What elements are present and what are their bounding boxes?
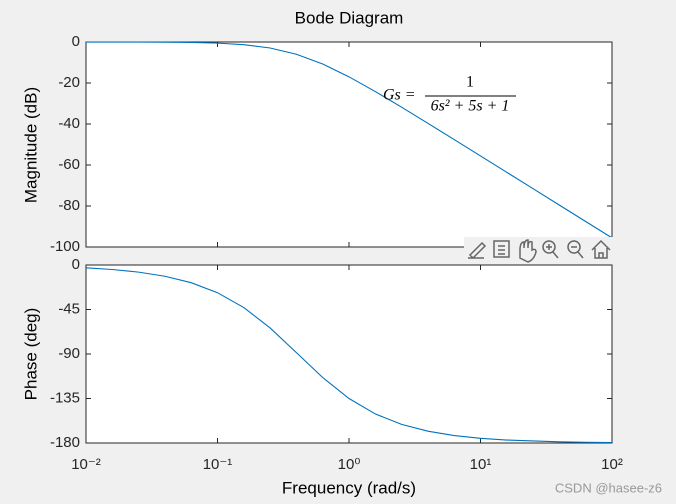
axes-toolbar <box>464 237 614 263</box>
chart-title: Bode Diagram <box>295 8 404 27</box>
y-tick-label: -135 <box>50 389 80 406</box>
x-tick-label: 10² <box>601 456 623 473</box>
y-tick-label: 0 <box>72 33 80 50</box>
data-line <box>85 267 613 444</box>
formula-numerator: 1 <box>466 74 474 91</box>
y-tick-label: -60 <box>58 156 80 173</box>
icon-pan[interactable] <box>519 239 537 263</box>
formula-denominator: 6s² + 5s + 1 <box>431 98 510 115</box>
icon-brush[interactable] <box>468 241 487 260</box>
annotation: Gs = 1 6s² + 5s + 1 <box>383 74 516 115</box>
data-line <box>86 41 613 239</box>
icon-lines <box>498 245 505 255</box>
y-tick-label: -45 <box>58 300 80 317</box>
y-axis-label: Magnitude (dB) <box>21 87 40 203</box>
icon-home[interactable] <box>591 239 611 259</box>
x-tick-label: 10⁻¹ <box>203 456 233 473</box>
y-tick-label: -80 <box>58 197 80 214</box>
x-axis-label: Frequency (rad/s) <box>282 478 416 497</box>
y-tick-label: -90 <box>58 345 80 362</box>
icon-zoom-out[interactable] <box>567 240 581 254</box>
icon-zoom-in-mark <box>546 244 559 259</box>
toolbar-bg <box>464 237 614 262</box>
x-tick-label: 10⁰ <box>338 456 361 473</box>
formula-lhs: Gs = <box>383 87 416 104</box>
plot-area <box>85 41 613 248</box>
icon-zoom-out-mark <box>571 246 584 259</box>
y-tick-label: -180 <box>50 434 80 451</box>
y-tick-label: -100 <box>50 238 80 255</box>
y-tick-label: -40 <box>58 115 80 132</box>
y-axis-label: Phase (deg) <box>21 308 40 401</box>
icon-data-tips[interactable] <box>493 240 510 258</box>
plot-area <box>85 264 613 444</box>
x-tick-label: 10⁻² <box>71 456 101 473</box>
icon-zoom-in[interactable] <box>542 240 556 254</box>
x-tick-label: 10¹ <box>470 456 492 473</box>
y-tick-label: -20 <box>58 74 80 91</box>
y-tick-label: 0 <box>72 256 80 273</box>
watermark: CSDN @hasee-z6 <box>555 480 662 495</box>
